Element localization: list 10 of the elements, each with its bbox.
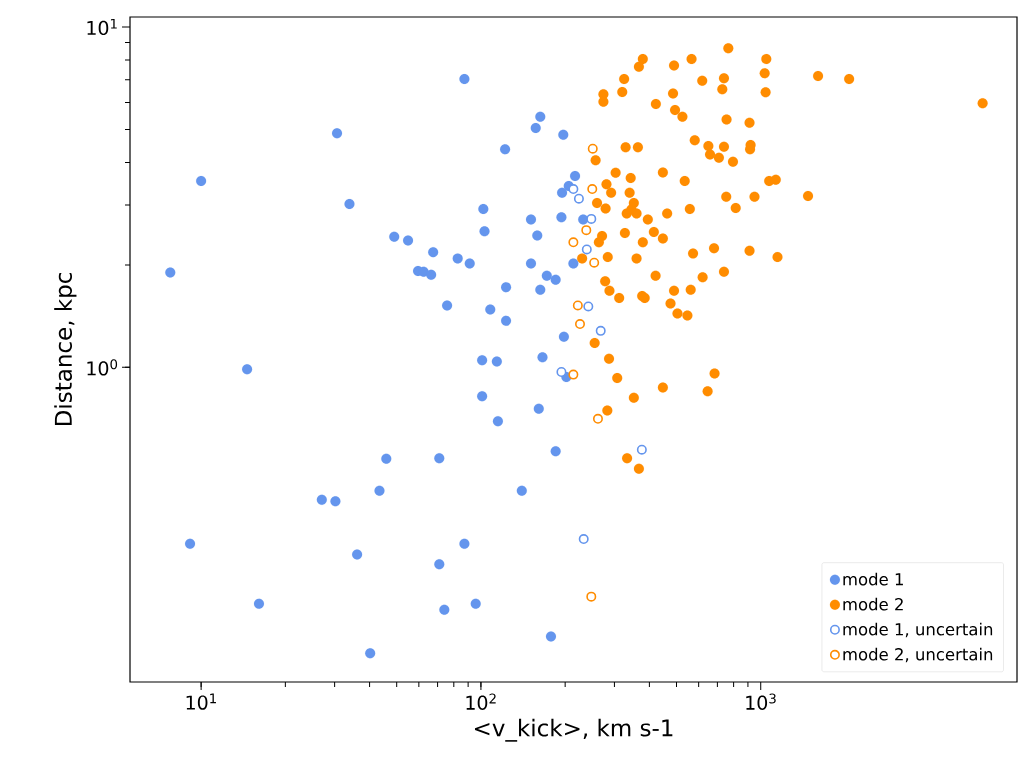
legend-label: mode 2, uncertain — [843, 647, 993, 663]
legend-label: mode 1, uncertain — [843, 622, 993, 638]
x-tick-label: 10$^{3}$ — [746, 693, 776, 710]
legend-label: mode 2 — [843, 597, 903, 611]
legend-label: mode 1 — [843, 572, 903, 586]
x-tick-label: 10$^{1}$ — [186, 693, 216, 710]
y-tick-label: 10$^{0}$ — [87, 359, 118, 376]
x-axis-title: <v_kick>, km s-1 — [474, 718, 673, 742]
x-tick-label: 10$^{2}$ — [466, 693, 496, 710]
y-axis-title: Distance, kpc — [54, 273, 77, 426]
